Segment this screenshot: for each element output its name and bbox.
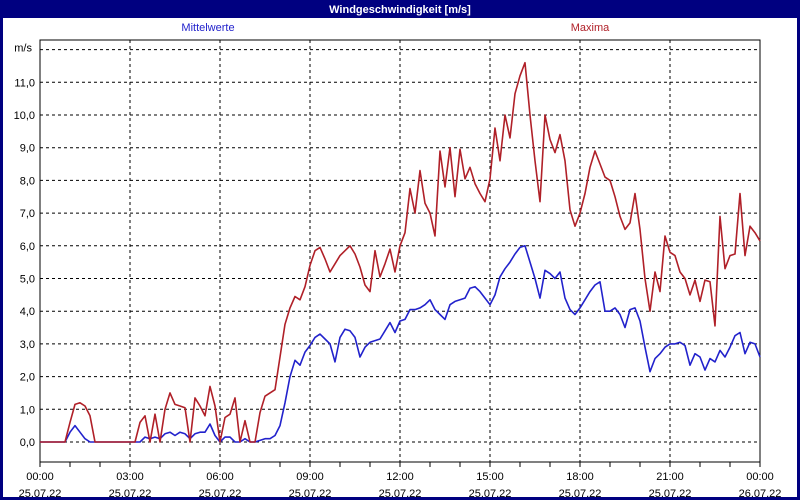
- y-tick-label: 1,0: [20, 404, 35, 416]
- legend-maxima-label: Maxima: [570, 22, 610, 34]
- legend-mittelwerte-label: Mittelwerte: [181, 22, 235, 34]
- y-tick-label: 6,0: [20, 241, 35, 253]
- y-tick-label: 4,0: [20, 306, 35, 318]
- y-tick-label: 8,0: [20, 175, 35, 187]
- y-tick-label: 7,0: [20, 208, 35, 220]
- x-tick-time-label: 06:00: [206, 471, 234, 483]
- x-tick-time-label: 15:00: [476, 471, 504, 483]
- x-tick-date-label: 25.07.22: [469, 488, 512, 500]
- y-tick-label: 5,0: [20, 274, 35, 286]
- title-bar: Windgeschwindigkeit [m/s]: [3, 3, 797, 18]
- x-tick-date-label: 26.07.22: [739, 488, 782, 500]
- x-tick-date-label: 25.07.22: [109, 488, 152, 500]
- x-tick-time-label: 00:00: [746, 471, 774, 483]
- x-tick-time-label: 00:00: [26, 471, 54, 483]
- x-tick-date-label: 25.07.22: [649, 488, 692, 500]
- x-tick-date-label: 25.07.22: [379, 488, 422, 500]
- y-tick-label: 11,0: [14, 77, 35, 89]
- x-tick-date-label: 25.07.22: [559, 488, 602, 500]
- x-tick-time-label: 03:00: [116, 471, 144, 483]
- x-tick-time-label: 12:00: [386, 471, 414, 483]
- x-tick-date-label: 25.07.22: [289, 488, 332, 500]
- series-line-maxima: [40, 61, 761, 443]
- y-tick-label: 2,0: [20, 372, 35, 384]
- x-tick-time-label: 18:00: [566, 471, 594, 483]
- y-unit-label: m/s: [14, 43, 32, 55]
- x-tick-time-label: 09:00: [296, 471, 324, 483]
- x-tick-date-label: 25.07.22: [19, 488, 62, 500]
- y-tick-label: 9,0: [20, 143, 35, 155]
- y-tick-label: 3,0: [20, 339, 35, 351]
- x-tick-time-label: 21:00: [656, 471, 684, 483]
- y-tick-label: 0,0: [20, 437, 35, 449]
- y-tick-label: 10,0: [14, 110, 35, 122]
- window-title: Windgeschwindigkeit [m/s]: [329, 4, 471, 16]
- x-tick-date-label: 25.07.22: [199, 488, 242, 500]
